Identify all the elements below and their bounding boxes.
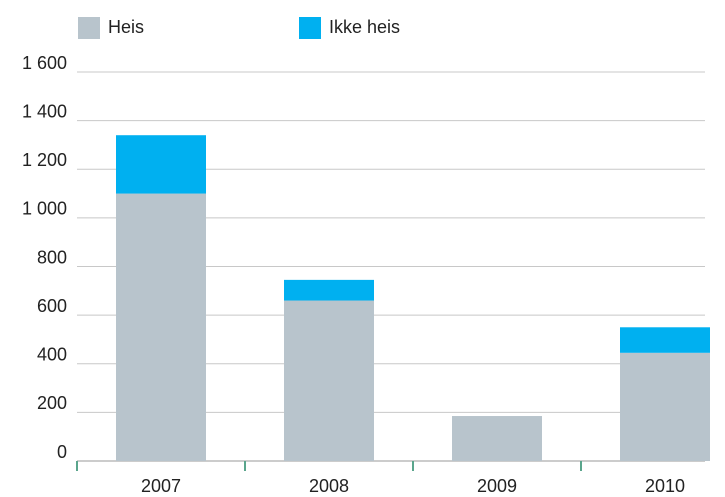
bar-segment: [620, 327, 710, 353]
legend-swatch: [299, 17, 321, 39]
x-tick-label: 2008: [309, 476, 349, 496]
bar-segment: [116, 135, 206, 194]
bar-segment: [284, 300, 374, 461]
legend-swatch: [78, 17, 100, 39]
y-tick-label: 600: [37, 296, 67, 316]
x-tick-label: 2010: [645, 476, 685, 496]
x-tick-label: 2009: [477, 476, 517, 496]
y-tick-label: 1 600: [22, 53, 67, 73]
y-tick-label: 200: [37, 393, 67, 413]
y-tick-label: 1 400: [22, 101, 67, 121]
y-tick-label: 400: [37, 345, 67, 365]
bar-segment: [452, 416, 542, 461]
bar-segment: [284, 279, 374, 301]
y-tick-label: 1 200: [22, 150, 67, 170]
y-tick-label: 800: [37, 247, 67, 267]
y-tick-label: 1 000: [22, 199, 67, 219]
bar-segment: [620, 352, 710, 461]
legend-label: Ikke heis: [329, 17, 400, 37]
x-tick-label: 2007: [141, 476, 181, 496]
legend-label: Heis: [108, 17, 144, 37]
y-tick-label: 0: [57, 442, 67, 462]
bar-segment: [116, 193, 206, 461]
